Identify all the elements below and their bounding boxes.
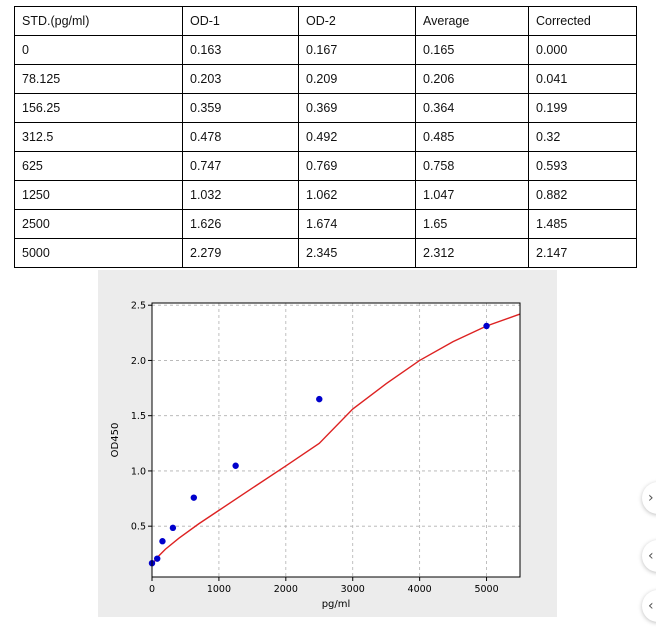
y-tick-label: 1.5 xyxy=(131,411,146,422)
table-cell: 1.674 xyxy=(298,209,416,239)
table-cell: 625 xyxy=(14,151,183,181)
table-cell: 156.25 xyxy=(14,93,183,123)
x-axis-label: pg/ml xyxy=(322,599,351,610)
fit-curve-layer xyxy=(151,313,521,566)
table-cell: 0 xyxy=(14,35,183,65)
data-point xyxy=(159,538,166,545)
column-header-average: Average xyxy=(415,6,529,36)
table-cell: 1.626 xyxy=(182,209,299,239)
standard-curve-table: STD.(pg/ml) OD-1 OD-2 Average Corrected … xyxy=(14,6,637,268)
table-cell: 0.32 xyxy=(528,122,637,152)
x-tick-label: 1000 xyxy=(207,584,231,595)
table-cell: 0.165 xyxy=(415,35,529,65)
table-cell: 2.279 xyxy=(182,238,299,268)
table-cell: 1.062 xyxy=(298,180,416,210)
table-cell: 1.032 xyxy=(182,180,299,210)
table-cell: 0.167 xyxy=(298,35,416,65)
column-header-std: STD.(pg/ml) xyxy=(14,6,183,36)
table-cell: 2.147 xyxy=(528,238,637,268)
table-cell: 0.769 xyxy=(298,151,416,181)
standard-curve-chart: 0 1000 2000 3000 4000 5000 0.5 1.0 1.5 2.0 2.5 pg/… xyxy=(110,301,521,610)
data-point xyxy=(483,322,490,330)
y-tick-label: 0.5 xyxy=(131,522,146,533)
data-point xyxy=(232,462,239,469)
table-cell: 0.209 xyxy=(298,64,416,94)
table-cell: 5000 xyxy=(14,238,183,268)
table-row: 1250 1.032 1.062 1.047 0.882 xyxy=(14,180,637,210)
table-cell: 0.882 xyxy=(528,180,637,210)
table-row: 78.125 0.203 0.209 0.206 0.041 xyxy=(14,64,637,94)
y-tick-label: 1.0 xyxy=(131,466,146,477)
table-cell: 0.758 xyxy=(415,151,529,181)
column-header-corrected: Corrected xyxy=(528,6,637,36)
x-tick-label: 2000 xyxy=(274,584,298,595)
column-header-od2: OD-2 xyxy=(298,6,416,36)
table-row: 156.25 0.359 0.369 0.364 0.199 xyxy=(14,93,637,123)
y-tick-label: 2.0 xyxy=(131,356,146,367)
table-cell: 0.369 xyxy=(298,93,416,123)
table-cell: 2.312 xyxy=(415,238,529,268)
axes-frame xyxy=(151,302,521,578)
table-cell: 0.492 xyxy=(298,122,416,152)
table-cell: 0.163 xyxy=(182,35,299,65)
table-cell: 2.345 xyxy=(298,238,416,268)
previous-button[interactable]: ‹ xyxy=(642,540,656,572)
table-row: 312.5 0.478 0.492 0.485 0.32 xyxy=(14,122,637,152)
table-cell: 0.747 xyxy=(182,151,299,181)
table-cell: 0.000 xyxy=(528,35,637,65)
table-row: 5000 2.279 2.345 2.312 2.147 xyxy=(14,238,637,268)
table-cell: 0.203 xyxy=(182,64,299,94)
column-header-od1: OD-1 xyxy=(182,6,299,36)
table-cell: 312.5 xyxy=(14,122,183,152)
x-tick-label: 3000 xyxy=(341,584,365,595)
table-cell: 78.125 xyxy=(14,64,183,94)
data-point xyxy=(190,494,198,501)
table-cell: 0.593 xyxy=(528,151,637,181)
data-points xyxy=(148,322,490,567)
next-button[interactable]: › xyxy=(642,482,656,514)
table-row: 2500 1.626 1.674 1.65 1.485 xyxy=(14,209,637,239)
table-cell: 0.359 xyxy=(182,93,299,123)
table-cell: 0.364 xyxy=(415,93,529,123)
table-cell: 0.206 xyxy=(415,64,529,94)
data-point xyxy=(169,524,177,532)
x-tick-label: 0 xyxy=(149,584,155,595)
data-point xyxy=(316,395,323,403)
fit-curve-line xyxy=(151,313,521,566)
table-cell: 0.199 xyxy=(528,93,637,123)
data-point xyxy=(154,555,161,562)
x-tick-label: 5000 xyxy=(474,584,498,595)
table-row: 625 0.747 0.769 0.758 0.593 xyxy=(14,151,637,181)
table-cell: 2500 xyxy=(14,209,183,239)
table-cell: 1.047 xyxy=(415,180,529,210)
table-cell: 0.478 xyxy=(182,122,299,152)
table-row: 0 0.163 0.167 0.165 0.000 xyxy=(14,35,637,65)
y-axis-label: OD450 xyxy=(110,423,121,458)
table-cell: 1250 xyxy=(14,180,183,210)
table-cell: 0.041 xyxy=(528,64,637,94)
table-header-row: STD.(pg/ml) OD-1 OD-2 Average Corrected xyxy=(14,6,637,36)
table-cell: 0.485 xyxy=(415,122,529,152)
x-tick-label: 4000 xyxy=(408,584,432,595)
table-cell: 1.485 xyxy=(528,209,637,239)
axis-ticks: 0 1000 2000 3000 4000 5000 0.5 1.0 1.5 2.0 2.5 xyxy=(131,301,499,595)
y-tick-label: 2.5 xyxy=(131,301,146,312)
back-button[interactable]: ‹ xyxy=(642,590,656,622)
table-cell: 1.65 xyxy=(415,209,529,239)
plot-area xyxy=(152,303,520,577)
